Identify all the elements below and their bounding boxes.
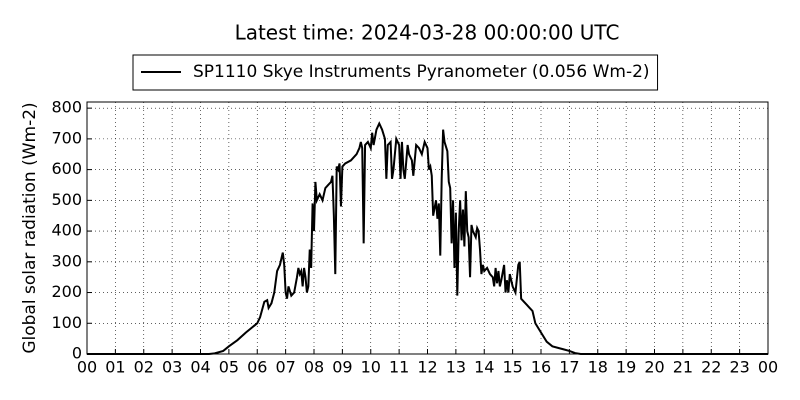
chart-title: Latest time: 2024-03-28 00:00:00 UTC [235,21,620,45]
y-axis-label: Global solar radiation (Wm-2) [20,102,40,353]
x-tick-label: 18 [588,358,608,377]
y-tick-label: 600 [51,159,82,178]
data-line [87,121,768,355]
y-tick-label: 100 [51,313,82,332]
x-tick-label: 08 [304,358,324,377]
x-tick-label: 01 [105,358,125,377]
x-tick-label: 20 [644,358,664,377]
y-tick-label: 300 [51,251,82,270]
x-tick-label: 19 [616,358,636,377]
x-tick-label: 03 [162,358,182,377]
x-tick-label: 02 [134,358,154,377]
x-tick-label: 14 [474,358,494,377]
x-tick-label: 00 [758,358,778,377]
plot-frame [86,101,769,355]
x-tick-label: 09 [332,358,352,377]
y-tick-label: 700 [51,128,82,147]
x-tick-label: 05 [219,358,239,377]
y-tick-label: 500 [51,190,82,209]
x-tick-label: 04 [190,358,210,377]
x-tick-label: 15 [502,358,522,377]
x-tick-label: 23 [729,358,749,377]
y-tick-label: 0 [72,344,82,363]
x-tick-label: 16 [531,358,551,377]
x-tick-label: 17 [559,358,579,377]
x-tick-label: 21 [673,358,693,377]
x-tick-label: 06 [247,358,267,377]
x-tick-label: 12 [417,358,437,377]
legend-box [132,54,659,91]
x-tick-label: 00 [77,358,97,377]
x-tick-label: 10 [361,358,381,377]
legend-label: SP1110 Skye Instruments Pyranometer (0.0… [193,62,650,82]
y-tick-label: 400 [51,221,82,240]
x-tick-label: 22 [701,358,721,377]
y-tick-label: 200 [51,282,82,301]
x-tick-label: 07 [275,358,295,377]
x-tick-label: 11 [389,358,409,377]
x-tick-label: 13 [446,358,466,377]
y-tick-label: 800 [51,98,82,117]
